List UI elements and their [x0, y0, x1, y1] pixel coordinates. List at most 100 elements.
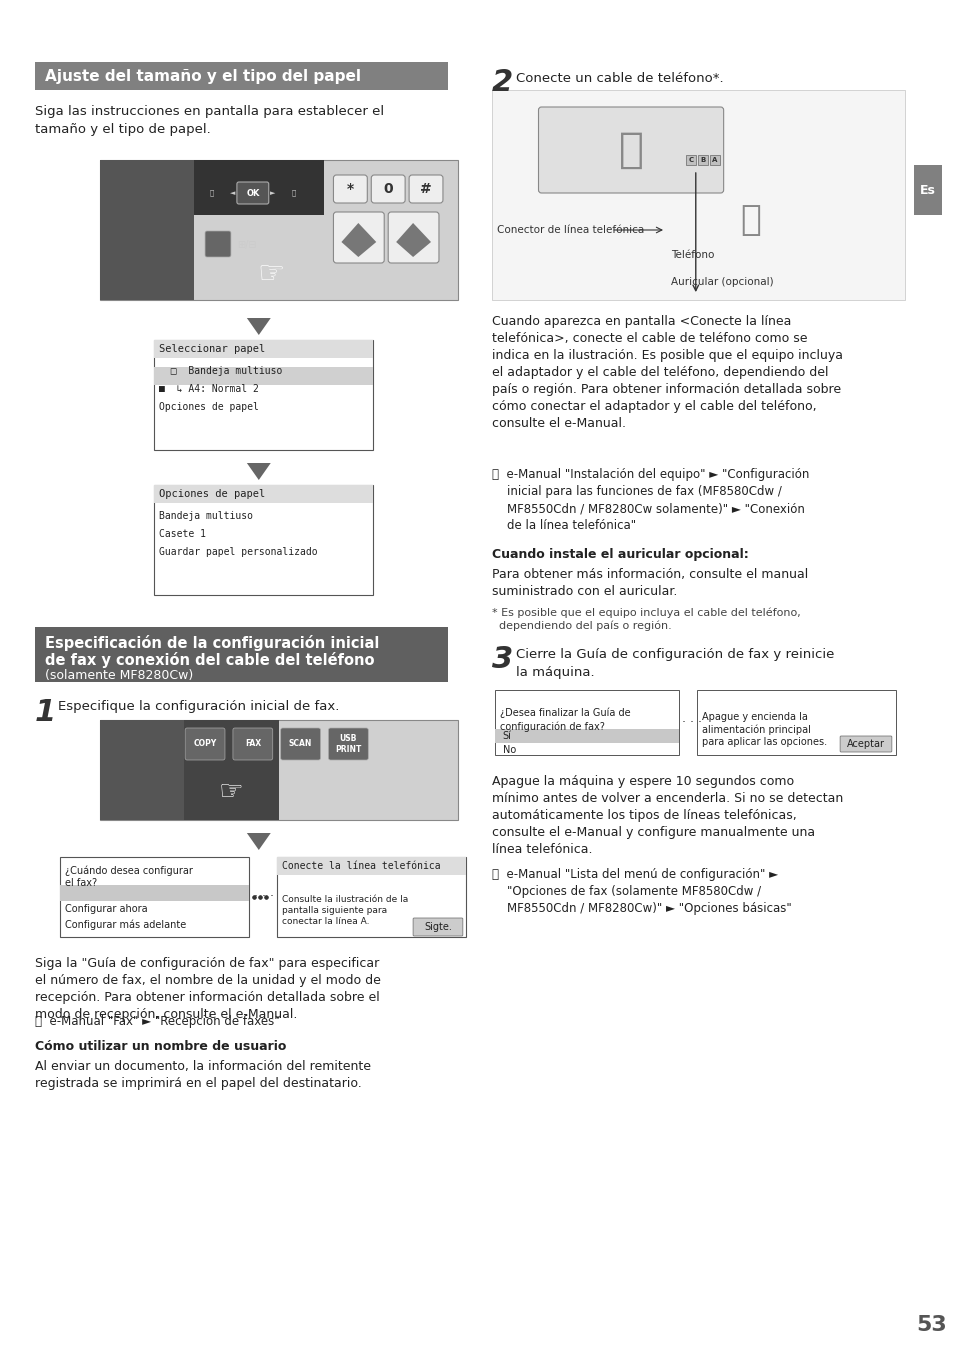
Text: Siga la "Guía de configuración de fax" para especificar
el número de fax, el nom: Siga la "Guía de configuración de fax" p… — [35, 957, 380, 1020]
FancyBboxPatch shape — [334, 175, 367, 204]
Bar — [60, 857, 249, 937]
Text: OK: OK — [246, 189, 259, 198]
Text: 📞: 📞 — [740, 204, 760, 237]
Polygon shape — [341, 222, 375, 257]
Text: USB
PRINT: USB PRINT — [335, 735, 361, 754]
Bar — [685, 155, 695, 164]
Text: Cuando instale el auricular opcional:: Cuando instale el auricular opcional: — [491, 549, 748, 561]
Text: A: A — [711, 156, 717, 163]
Text: Opciones de papel: Opciones de papel — [159, 489, 265, 499]
Text: Cómo utilizar un nombre de usuario: Cómo utilizar un nombre de usuario — [35, 1041, 286, 1053]
Bar — [696, 690, 895, 755]
Text: Consulte la ilustración de la
pantalla siguiente para
conectar la línea A.: Consulte la ilustración de la pantalla s… — [281, 895, 408, 926]
Bar — [35, 62, 448, 90]
Bar — [495, 729, 679, 743]
Text: * Es posible que el equipo incluya el cable del teléfono,
  dependiendo del país: * Es posible que el equipo incluya el ca… — [491, 607, 800, 631]
FancyBboxPatch shape — [840, 736, 891, 752]
Text: Conector de línea telefónica: Conector de línea telefónica — [497, 225, 643, 235]
Text: Configurar más adelante: Configurar más adelante — [65, 919, 186, 930]
Text: 2: 2 — [491, 67, 513, 97]
Text: Bandeja multiuso: Bandeja multiuso — [159, 511, 253, 520]
FancyBboxPatch shape — [280, 728, 320, 760]
FancyBboxPatch shape — [328, 728, 368, 760]
Text: Sigte.: Sigte. — [423, 922, 452, 931]
Bar — [99, 160, 193, 301]
Text: □  Bandeja multiuso: □ Bandeja multiuso — [159, 367, 282, 376]
Text: Conecte un cable de teléfono*.: Conecte un cable de teléfono*. — [515, 71, 722, 85]
Text: Seleccionar papel: Seleccionar papel — [159, 344, 265, 355]
Text: Cuando aparezca en pantalla <Conecte la línea
telefónica>, conecte el cable de t: Cuando aparezca en pantalla <Conecte la … — [491, 315, 841, 430]
Bar — [99, 720, 457, 820]
Text: 1: 1 — [35, 698, 56, 727]
Text: Apague la máquina y espere 10 segundos como
mínimo antes de volver a encenderla.: Apague la máquina y espere 10 segundos c… — [491, 775, 842, 856]
Text: COPY: COPY — [193, 740, 216, 748]
Text: ►: ► — [270, 190, 275, 195]
Text: *: * — [347, 182, 354, 195]
FancyBboxPatch shape — [409, 175, 442, 204]
FancyBboxPatch shape — [334, 212, 384, 263]
FancyBboxPatch shape — [205, 231, 231, 257]
Bar — [276, 857, 465, 875]
Text: ■  ↳ A4: Normal 2: ■ ↳ A4: Normal 2 — [159, 384, 259, 394]
Text: Configurar ahora: Configurar ahora — [65, 905, 147, 914]
Text: Para obtener más información, consulte el manual
suministrado con el auricular.: Para obtener más información, consulte e… — [491, 568, 807, 599]
Bar — [495, 690, 679, 755]
Text: Apague y encienda la
alimentación principal
para aplicar las opciones.: Apague y encienda la alimentación princi… — [701, 712, 826, 747]
FancyBboxPatch shape — [413, 918, 462, 936]
Text: Casete 1: Casete 1 — [159, 528, 206, 539]
Text: Especifique la configuración inicial de fax.: Especifique la configuración inicial de … — [58, 700, 338, 713]
Polygon shape — [395, 222, 431, 257]
Bar — [709, 155, 719, 164]
Text: SCAN: SCAN — [289, 740, 312, 748]
Text: ☞: ☞ — [218, 778, 243, 806]
FancyBboxPatch shape — [233, 728, 273, 760]
Text: Especificación de la configuración inicial: Especificación de la configuración inici… — [45, 635, 378, 651]
Text: 🖨: 🖨 — [618, 129, 643, 171]
Text: ☞: ☞ — [256, 260, 284, 290]
Text: ⊞/⊟: ⊞/⊟ — [237, 240, 256, 249]
Text: C: C — [687, 156, 693, 163]
Text: Al enviar un documento, la información del remitente
registrada se imprimirá en : Al enviar un documento, la información d… — [35, 1060, 371, 1091]
Text: 53: 53 — [915, 1316, 945, 1335]
Polygon shape — [247, 318, 271, 336]
Bar — [154, 485, 373, 503]
Bar — [193, 160, 323, 214]
Text: ⓔ  e-Manual "Instalación del equipo" ► "Configuración
    inicial para las funci: ⓔ e-Manual "Instalación del equipo" ► "C… — [491, 468, 808, 532]
Text: 🔈: 🔈 — [292, 190, 295, 197]
Bar — [697, 155, 707, 164]
Text: 🔈: 🔈 — [210, 190, 213, 197]
Text: · · ·: · · · — [681, 716, 701, 728]
Bar — [184, 720, 278, 820]
Text: Ajuste del tamaño y el tipo del papel: Ajuste del tamaño y el tipo del papel — [45, 69, 360, 84]
Text: No: No — [502, 745, 516, 755]
Text: ◄: ◄ — [230, 190, 235, 195]
Bar — [99, 160, 457, 301]
Text: ⓔ  e-Manual "Lista del menú de configuración" ►
    "Opciones de fax (solamente : ⓔ e-Manual "Lista del menú de configurac… — [491, 868, 791, 915]
Text: Opciones de papel: Opciones de papel — [159, 402, 259, 412]
Bar — [276, 857, 465, 937]
Text: Aceptar: Aceptar — [846, 739, 884, 749]
Text: (solamente MF8280Cw): (solamente MF8280Cw) — [45, 669, 193, 682]
FancyBboxPatch shape — [537, 106, 723, 193]
Text: #: # — [419, 182, 432, 195]
Text: 3: 3 — [491, 644, 513, 674]
Text: ¿Desea finalizar la Guía de
configuración de fax?: ¿Desea finalizar la Guía de configuració… — [499, 708, 630, 732]
Text: ⓔ  e-Manual "Fax" ► "Recepción de faxes": ⓔ e-Manual "Fax" ► "Recepción de faxes" — [35, 1015, 279, 1029]
Polygon shape — [247, 462, 271, 480]
Bar — [154, 340, 373, 359]
Bar — [913, 164, 941, 214]
Text: Sí: Sí — [502, 731, 511, 741]
Bar — [154, 367, 373, 386]
Bar — [99, 720, 184, 820]
Text: FAX: FAX — [245, 740, 260, 748]
FancyBboxPatch shape — [388, 212, 438, 263]
Text: Guardar papel personalizado: Guardar papel personalizado — [159, 547, 317, 557]
Text: Es: Es — [919, 183, 935, 197]
Bar — [35, 627, 448, 682]
Bar — [491, 90, 903, 301]
FancyBboxPatch shape — [371, 175, 405, 204]
Text: Cierre la Guía de configuración de fax y reinicie
la máquina.: Cierre la Guía de configuración de fax y… — [515, 648, 833, 679]
Bar — [60, 886, 249, 900]
Text: Conecte la línea telefónica: Conecte la línea telefónica — [281, 861, 440, 871]
Bar — [154, 485, 373, 594]
